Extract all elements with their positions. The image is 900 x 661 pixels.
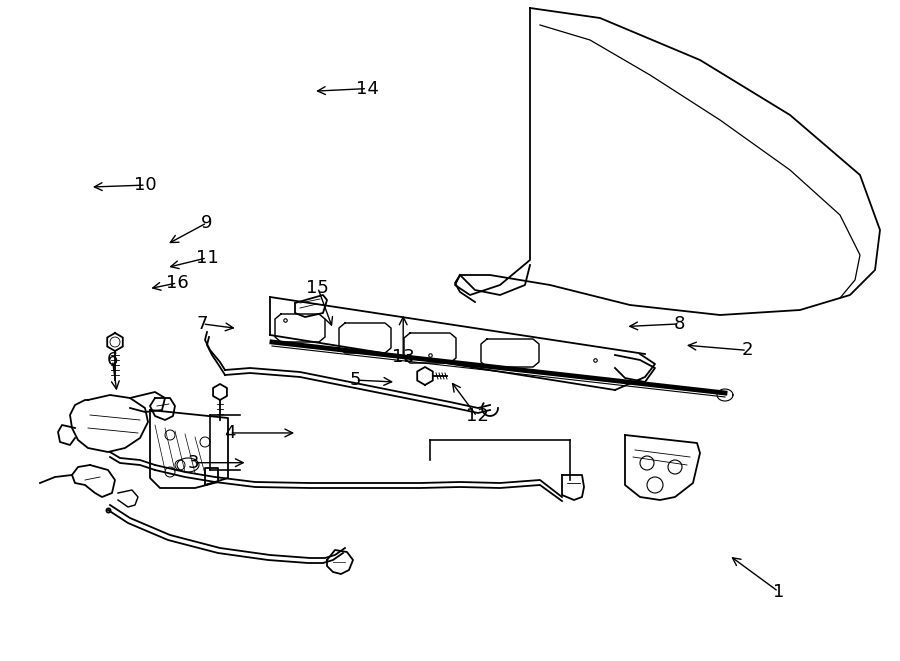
Text: 5: 5: [350, 371, 361, 389]
Text: 3: 3: [188, 453, 199, 472]
Text: 8: 8: [674, 315, 685, 333]
Text: 1: 1: [773, 582, 784, 601]
Text: 16: 16: [166, 274, 189, 292]
Text: 11: 11: [195, 249, 219, 267]
Text: 2: 2: [742, 341, 752, 360]
Text: 4: 4: [224, 424, 235, 442]
Text: 12: 12: [465, 407, 489, 426]
Text: 6: 6: [107, 351, 118, 369]
Text: 9: 9: [202, 214, 212, 232]
Text: 7: 7: [197, 315, 208, 333]
Text: 10: 10: [134, 176, 158, 194]
Text: 13: 13: [392, 348, 415, 366]
Text: 14: 14: [356, 79, 379, 98]
Text: 15: 15: [306, 278, 329, 297]
